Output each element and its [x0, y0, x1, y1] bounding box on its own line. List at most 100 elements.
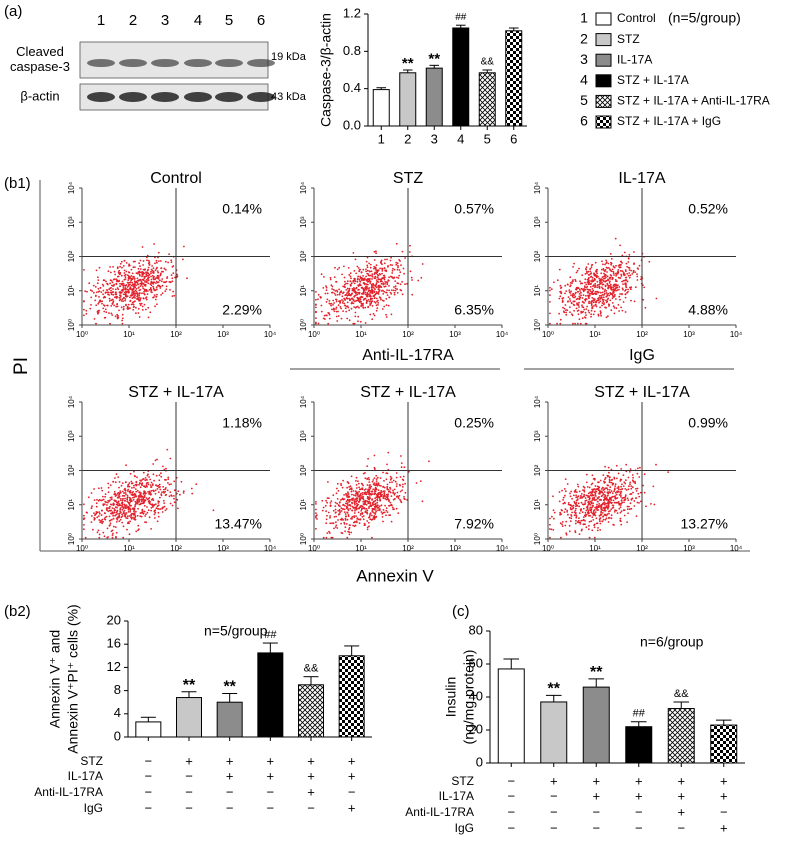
event-dot: [606, 292, 608, 294]
event-dot: [141, 292, 143, 294]
event-dot: [149, 261, 151, 263]
event-dot: [104, 496, 106, 498]
blot-band: [119, 92, 147, 102]
event-dot: [101, 490, 103, 492]
event-dot: [126, 284, 128, 286]
event-dot: [638, 496, 640, 498]
event-dot: [157, 285, 159, 287]
event-dot: [151, 265, 153, 267]
event-dot: [596, 488, 598, 490]
event-dot: [393, 480, 395, 482]
event-dot: [90, 304, 92, 306]
event-dot: [379, 508, 381, 510]
event-dot: [376, 270, 378, 272]
event-dot: [588, 493, 590, 495]
event-dot: [109, 506, 111, 508]
event-dot: [385, 510, 387, 512]
event-dot: [99, 513, 101, 515]
event-dot: [394, 489, 396, 491]
event-dot: [585, 497, 587, 499]
event-dot: [122, 285, 124, 287]
event-dot: [386, 316, 388, 318]
event-dot: [420, 480, 422, 482]
event-dot: [141, 479, 143, 481]
event-dot: [118, 494, 120, 496]
event-dot: [605, 514, 607, 516]
event-dot: [616, 478, 618, 480]
event-dot: [120, 298, 122, 300]
event-dot: [143, 491, 145, 493]
event-dot: [360, 495, 362, 497]
event-dot: [580, 292, 582, 294]
event-dot: [388, 276, 390, 278]
legend-swatch: [596, 54, 611, 66]
event-dot: [364, 277, 366, 279]
event-dot: [592, 489, 594, 491]
y-tick-label: 0.8: [343, 43, 361, 58]
event-dot: [608, 304, 610, 306]
treatment-sign: +: [677, 804, 685, 819]
event-dot: [590, 313, 592, 315]
event-dot: [352, 516, 354, 518]
event-dot: [376, 282, 378, 284]
event-dot: [347, 302, 349, 304]
event-dot: [167, 478, 169, 480]
event-dot: [591, 509, 593, 511]
event-dot: [600, 523, 602, 525]
event-dot: [153, 243, 155, 245]
event-dot: [161, 280, 163, 282]
blot-row-label: Cleaved: [16, 44, 64, 59]
event-dot: [337, 311, 339, 313]
event-dot: [602, 284, 604, 286]
event-dot: [335, 294, 337, 296]
event-dot: [632, 474, 634, 476]
event-dot: [125, 489, 127, 491]
event-dot: [351, 502, 353, 504]
event-dot: [382, 472, 384, 474]
event-dot: [395, 288, 397, 290]
event-dot: [367, 491, 369, 493]
event-dot: [347, 288, 349, 290]
event-dot: [631, 508, 633, 510]
event-dot: [103, 499, 105, 501]
event-dot: [173, 295, 175, 297]
event-dot: [129, 286, 131, 288]
event-dot: [332, 304, 334, 306]
event-dot: [411, 277, 413, 279]
event-dot: [156, 459, 158, 461]
event-dot: [600, 312, 602, 314]
y-tick-label: 10⁴: [299, 395, 308, 408]
event-dot: [153, 490, 155, 492]
event-dot: [388, 514, 390, 516]
event-dot: [149, 516, 151, 518]
event-dot: [621, 488, 623, 490]
event-dot: [115, 306, 117, 308]
event-dot: [562, 307, 564, 309]
event-dot: [338, 514, 340, 516]
event-dot: [101, 514, 103, 516]
event-dot: [621, 491, 623, 493]
event-dot: [351, 498, 353, 500]
event-dot: [400, 264, 402, 266]
event-dot: [383, 509, 385, 511]
event-dot: [172, 505, 174, 507]
event-dot: [130, 473, 132, 475]
event-dot: [642, 299, 644, 301]
event-dot: [601, 305, 603, 307]
event-dot: [144, 304, 146, 306]
event-dot: [377, 507, 379, 509]
event-dot: [384, 495, 386, 497]
event-dot: [354, 270, 356, 272]
event-dot: [104, 535, 106, 537]
y-tick-label: 10¹: [67, 499, 76, 511]
event-dot: [394, 269, 396, 271]
event-dot: [396, 485, 398, 487]
event-dot: [355, 259, 357, 261]
event-dot: [154, 517, 156, 519]
event-dot: [354, 504, 356, 506]
event-dot: [382, 293, 384, 295]
event-dot: [566, 309, 568, 311]
event-dot: [599, 295, 601, 297]
event-dot: [127, 282, 129, 284]
event-dot: [154, 294, 156, 296]
